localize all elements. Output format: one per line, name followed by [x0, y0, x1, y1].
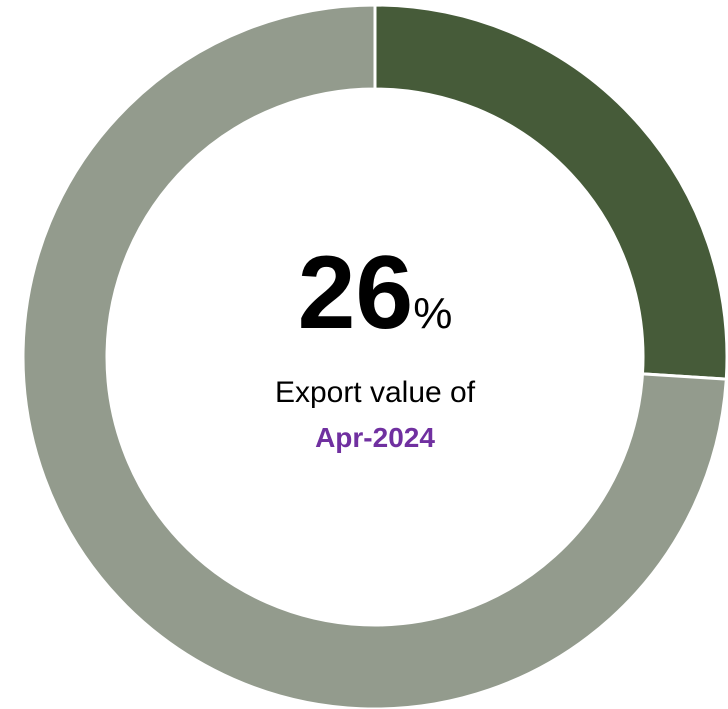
- center-unit: %: [413, 289, 452, 338]
- center-number: 26: [298, 235, 414, 351]
- center-label: Export value of: [275, 376, 476, 409]
- center-value: 26%: [298, 235, 453, 351]
- donut-slice: [21, 3, 728, 709]
- donut: [21, 3, 728, 709]
- center-sublabel: Apr-2024: [315, 422, 435, 453]
